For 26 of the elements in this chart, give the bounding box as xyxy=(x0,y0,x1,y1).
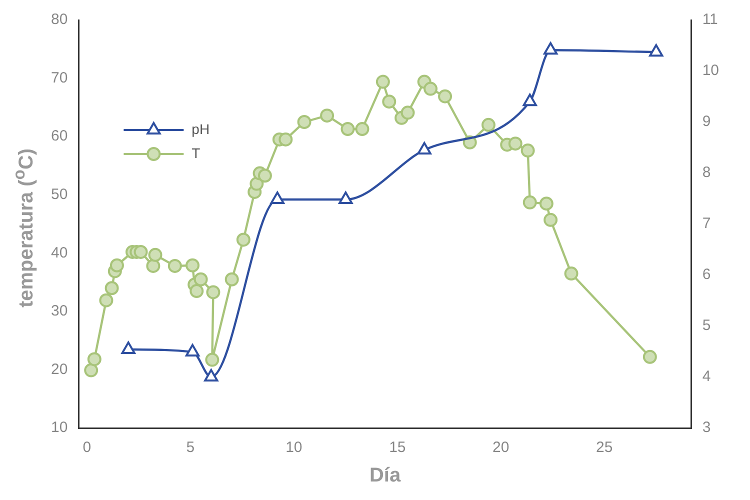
y2-tick-label: 7 xyxy=(702,215,711,232)
y2-tick-label: 8 xyxy=(702,164,711,182)
y-tick-label: 50 xyxy=(50,186,68,203)
legend-label: T xyxy=(192,144,201,161)
y2-tick-label: 10 xyxy=(702,62,720,80)
x-tick-label: 15 xyxy=(389,439,406,456)
y-tick-label: 40 xyxy=(50,244,68,262)
y2-tick-label: 11 xyxy=(702,11,718,28)
y-tick-label: 70 xyxy=(50,69,68,86)
legend-label: pH xyxy=(192,120,210,137)
y-tick-label: 20 xyxy=(50,360,68,378)
y-tick-label: 30 xyxy=(50,302,68,320)
x-tick-label: 5 xyxy=(186,439,195,456)
y2-tick-label: 3 xyxy=(702,419,711,436)
y-tick-label: 80 xyxy=(50,11,68,28)
x-tick-label: 20 xyxy=(492,439,510,456)
y-tick-label: 60 xyxy=(50,128,68,145)
x-axis-title: Día xyxy=(369,464,402,487)
y2-tick-label: 5 xyxy=(702,317,711,334)
x-tick-label: 25 xyxy=(596,439,613,456)
y-tick-label: 10 xyxy=(50,419,68,436)
x-tick-label: 10 xyxy=(286,439,302,456)
y2-tick-label: 9 xyxy=(702,113,711,130)
y2-tick-label: 4 xyxy=(702,368,711,386)
x-tick-label: 0 xyxy=(82,439,92,456)
y2-tick-label: 6 xyxy=(702,266,711,284)
